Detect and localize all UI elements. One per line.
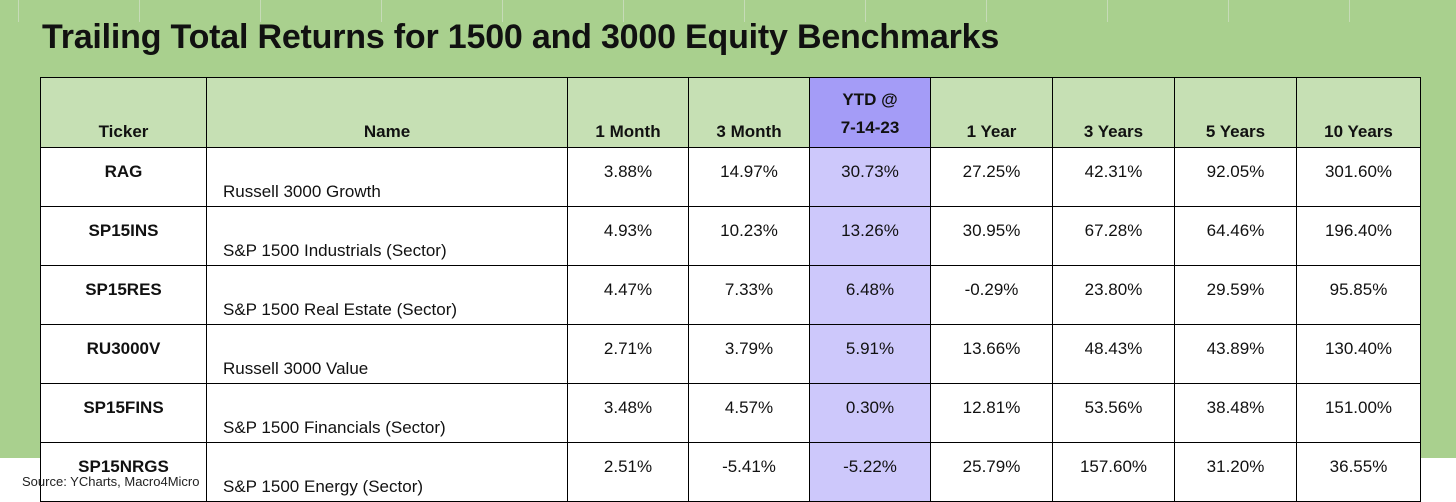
cell-3-years: 42.31% xyxy=(1052,147,1175,207)
cell-3-month: 4.57% xyxy=(688,383,810,443)
cell-10-years: 151.00% xyxy=(1296,383,1421,443)
header-3-years: 3 Years xyxy=(1052,77,1175,148)
header-10-years: 10 Years xyxy=(1296,77,1421,148)
cell-10-years: 196.40% xyxy=(1296,206,1421,266)
cell-1-year: 12.81% xyxy=(930,383,1053,443)
returns-table: Ticker Name 1 Month 3 Month YTD @ 7-14-23… xyxy=(40,77,1421,502)
table-row: SP15INS S&P 1500 Industrials (Sector) 4.… xyxy=(40,206,1421,266)
cell-3-years: 67.28% xyxy=(1052,206,1175,266)
cell-name: S&P 1500 Financials (Sector) xyxy=(206,383,568,443)
cell-name: S&P 1500 Energy (Sector) xyxy=(206,442,568,502)
cell-1-month: 2.71% xyxy=(567,324,689,384)
cell-3-month: 7.33% xyxy=(688,265,810,325)
header-ytd-line2: 7-14-23 xyxy=(840,118,900,137)
cell-name: Russell 3000 Growth xyxy=(206,147,568,207)
cell-3-years: 48.43% xyxy=(1052,324,1175,384)
cell-3-month: 10.23% xyxy=(688,206,810,266)
table-row: RU3000V Russell 3000 Value 2.71% 3.79% 5… xyxy=(40,324,1421,384)
cell-5-years: 29.59% xyxy=(1174,265,1297,325)
cell-3-month: 14.97% xyxy=(688,147,810,207)
cell-ytd: 6.48% xyxy=(809,265,931,325)
cell-ytd: 5.91% xyxy=(809,324,931,384)
cell-1-year: 27.25% xyxy=(930,147,1053,207)
cell-ticker: RAG xyxy=(40,147,207,207)
table-row: SP15FINS S&P 1500 Financials (Sector) 3.… xyxy=(40,383,1421,443)
cell-3-years: 157.60% xyxy=(1052,442,1175,502)
cell-1-year: 30.95% xyxy=(930,206,1053,266)
cell-10-years: 36.55% xyxy=(1296,442,1421,502)
cell-5-years: 43.89% xyxy=(1174,324,1297,384)
cell-1-month: 2.51% xyxy=(567,442,689,502)
cell-name: Russell 3000 Value xyxy=(206,324,568,384)
table-header-row: Ticker Name 1 Month 3 Month YTD @ 7-14-23… xyxy=(40,77,1421,148)
cell-ytd: 0.30% xyxy=(809,383,931,443)
cell-1-year: 13.66% xyxy=(930,324,1053,384)
cell-1-year: 25.79% xyxy=(930,442,1053,502)
cell-name: S&P 1500 Industrials (Sector) xyxy=(206,206,568,266)
table-row: SP15RES S&P 1500 Real Estate (Sector) 4.… xyxy=(40,265,1421,325)
cell-ticker: SP15RES xyxy=(40,265,207,325)
spreadsheet-gridlines xyxy=(0,0,1456,22)
cell-10-years: 130.40% xyxy=(1296,324,1421,384)
cell-3-years: 23.80% xyxy=(1052,265,1175,325)
page-title: Trailing Total Returns for 1500 and 3000… xyxy=(42,18,1000,56)
cell-name: S&P 1500 Real Estate (Sector) xyxy=(206,265,568,325)
cell-3-years: 53.56% xyxy=(1052,383,1175,443)
cell-3-month: 3.79% xyxy=(688,324,810,384)
table-row: RAG Russell 3000 Growth 3.88% 14.97% 30.… xyxy=(40,147,1421,207)
cell-5-years: 31.20% xyxy=(1174,442,1297,502)
cell-ticker: SP15INS xyxy=(40,206,207,266)
source-note: Source: YCharts, Macro4Micro xyxy=(22,474,200,489)
header-ticker: Ticker xyxy=(40,77,207,148)
cell-ytd: -5.22% xyxy=(809,442,931,502)
header-ytd: YTD @ 7-14-23 xyxy=(809,77,931,148)
cell-ticker: SP15FINS xyxy=(40,383,207,443)
table-row: SP15NRGS S&P 1500 Energy (Sector) 2.51% … xyxy=(40,442,1421,502)
cell-5-years: 92.05% xyxy=(1174,147,1297,207)
cell-ticker: RU3000V xyxy=(40,324,207,384)
header-name: Name xyxy=(206,77,568,148)
cell-3-month: -5.41% xyxy=(688,442,810,502)
header-ytd-line1: YTD @ xyxy=(842,90,898,109)
cell-1-month: 3.48% xyxy=(567,383,689,443)
cell-1-year: -0.29% xyxy=(930,265,1053,325)
cell-5-years: 38.48% xyxy=(1174,383,1297,443)
header-5-years: 5 Years xyxy=(1174,77,1297,148)
header-1-year: 1 Year xyxy=(930,77,1053,148)
cell-1-month: 4.93% xyxy=(567,206,689,266)
header-3-month: 3 Month xyxy=(688,77,810,148)
cell-10-years: 95.85% xyxy=(1296,265,1421,325)
cell-5-years: 64.46% xyxy=(1174,206,1297,266)
cell-ytd: 30.73% xyxy=(809,147,931,207)
cell-1-month: 4.47% xyxy=(567,265,689,325)
cell-10-years: 301.60% xyxy=(1296,147,1421,207)
cell-ytd: 13.26% xyxy=(809,206,931,266)
cell-ticker: SP15NRGS xyxy=(40,442,207,502)
cell-1-month: 3.88% xyxy=(567,147,689,207)
header-1-month: 1 Month xyxy=(567,77,689,148)
